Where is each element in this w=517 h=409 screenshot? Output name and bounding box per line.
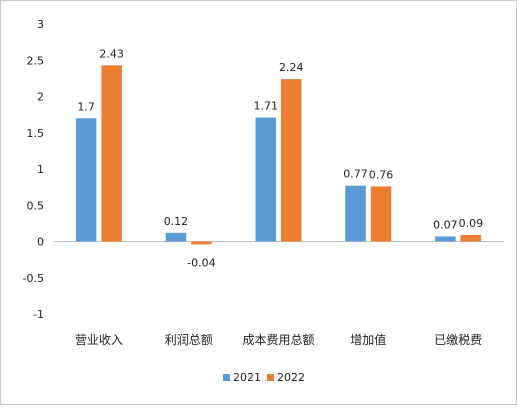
legend: 2021 2022 [223,371,305,384]
data-label-2022-0: 2.43 [99,47,124,60]
legend-label: 2021 [233,371,261,384]
bar-2021-4 [435,236,456,242]
data-label-2021-3: 0.77 [343,168,368,181]
bar-2022-3 [370,186,392,242]
x-category-label: 营业收入 [75,333,123,347]
y-tick-label: 3 [37,18,44,31]
data-label-2022-2: 2.24 [279,61,304,74]
data-label-2022-3: 0.76 [369,168,394,181]
y-tick-label: 2 [37,91,44,104]
x-category-label: 增加值 [350,332,386,347]
x-category-label: 已缴税费 [434,332,482,347]
y-axis-tick-labels: -1 -0.5 0 0.5 1 1.5 2 2.5 3 [23,18,44,321]
bar-2021-3 [345,185,366,242]
y-tick-label: 2.5 [27,54,45,67]
legend-swatch-2021 [223,374,230,381]
data-label-2021-0: 1.7 [77,100,95,113]
legend-label: 2022 [277,371,305,384]
x-category-label: 利润总额 [165,333,213,347]
y-tick-label: 1.5 [27,127,45,140]
data-label-2022-1: -0.04 [187,256,215,269]
data-labels-group: 1.7 2.43 0.12 -0.04 1.71 2.24 0.77 0.76 0.07 0.09 [77,47,483,269]
bar-2022-4 [460,234,482,242]
bar-2022-1 [191,241,212,245]
data-label-2022-4: 0.09 [459,217,484,230]
data-label-2021-1: 0.12 [164,215,189,228]
y-tick-label: -1 [33,308,44,321]
bars-group [75,65,482,245]
bar-2021-0 [75,118,97,242]
x-category-label: 成本费用总额 [242,333,314,347]
bar-2022-2 [281,79,302,242]
legend-swatch-2022 [267,374,274,381]
y-tick-label: -0.5 [23,272,44,285]
bar-2022-0 [101,65,122,242]
y-tick-label: 1 [37,163,44,176]
y-tick-label: 0 [37,236,44,249]
data-label-2021-4: 0.07 [433,218,458,231]
x-axis-category-labels: 营业收入 利润总额 成本费用总额 增加值 已缴税费 [75,332,482,347]
data-label-2021-2: 1.71 [254,100,279,113]
bar-2021-1 [165,232,187,242]
bar-2021-2 [255,117,276,242]
y-tick-label: 0.5 [27,199,45,212]
